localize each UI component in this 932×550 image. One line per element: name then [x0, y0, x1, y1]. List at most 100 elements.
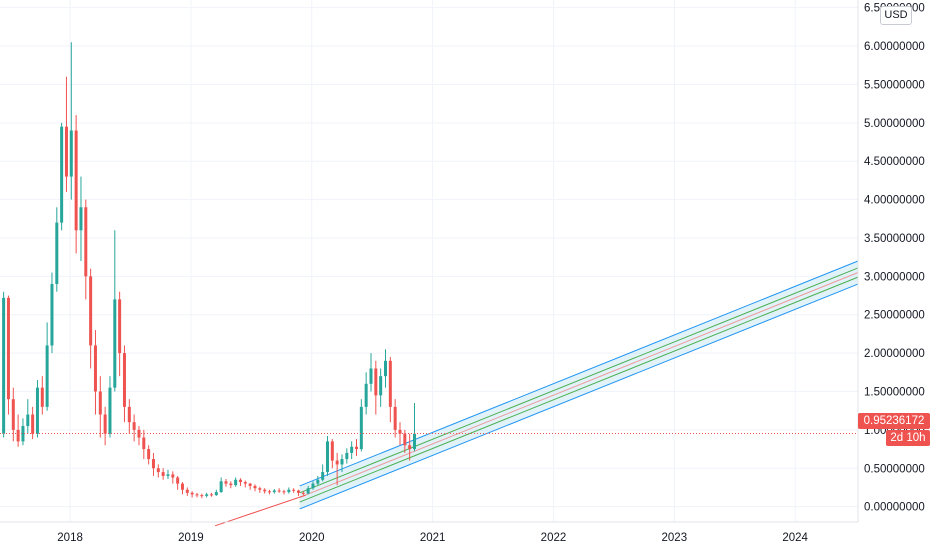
candle-body [171, 474, 175, 478]
candle-body [200, 495, 204, 497]
x-tick-label: 2022 [541, 532, 567, 544]
y-tick-label: 1.50000000 [864, 387, 925, 399]
candle-body [214, 492, 218, 496]
candle-body [412, 433, 416, 450]
candle-body [11, 399, 15, 430]
candle-body [292, 489, 296, 491]
trend-line[interactable] [214, 494, 306, 527]
candle-body [272, 490, 276, 493]
candle-body [142, 437, 146, 450]
candle-body [60, 126, 64, 223]
candle-body [311, 483, 315, 489]
candle-body [127, 406, 131, 423]
candle-body [345, 452, 349, 460]
candle-body [176, 477, 180, 484]
candle-body [238, 479, 242, 483]
candle-body [26, 414, 30, 427]
candle-body [306, 488, 310, 494]
channel-inner-lower-line [299, 276, 859, 503]
y-tick-label: 6.00000000 [864, 41, 925, 53]
candle-body [55, 222, 59, 285]
candle-body [301, 492, 305, 494]
candle-body [316, 479, 320, 484]
candle-body [403, 433, 407, 446]
candle-body [330, 441, 334, 461]
y-tick-label: 2.50000000 [864, 310, 925, 322]
candle-body [64, 126, 68, 177]
candle-body [147, 449, 151, 460]
candle-body [113, 299, 117, 388]
candle-body [103, 414, 107, 434]
candle-body [205, 494, 209, 496]
candle-body [219, 481, 223, 493]
channel-inner-upper-line [299, 267, 859, 494]
y-tick-label: 3.50000000 [864, 233, 925, 245]
candle-body [190, 492, 194, 495]
candle-body [369, 368, 373, 384]
candle-body [108, 387, 112, 434]
candle-body [253, 485, 257, 489]
regression-channel[interactable] [299, 260, 859, 510]
y-tick-label: 0.50000000 [864, 463, 925, 475]
candle-body [267, 491, 271, 493]
candle-body [340, 459, 344, 465]
candle-body [98, 391, 102, 415]
candle-body [185, 489, 189, 493]
candle-body [243, 482, 247, 484]
candle-body [21, 426, 25, 442]
candle-body [224, 481, 228, 484]
x-tick-label: 2023 [662, 532, 688, 544]
candle-body [89, 276, 93, 346]
candle-body [398, 429, 402, 434]
grid-lines [0, 0, 858, 522]
candle-body [359, 406, 363, 450]
candle-body [2, 297, 6, 434]
candle-body [354, 446, 358, 450]
y-tick-label: 0.00000000 [864, 502, 925, 514]
y-axis-ticks[interactable]: 0.000000000.500000001.000000001.50000000… [864, 3, 925, 514]
candle-body [151, 459, 155, 469]
candle-body [364, 383, 368, 407]
bar-countdown-label: 2d 10h [886, 430, 930, 446]
candle-body [393, 406, 397, 430]
y-tick-label: 5.50000000 [864, 79, 925, 91]
candle-body [350, 446, 354, 453]
currency-badge[interactable]: USD [880, 6, 912, 25]
candle-body [296, 490, 300, 493]
candle-body [84, 207, 88, 277]
candle-body [35, 387, 39, 434]
candle-body [161, 472, 165, 476]
candle-body [209, 494, 213, 496]
candle-body [388, 360, 392, 407]
candle-body [166, 474, 170, 476]
candle-body [118, 299, 122, 354]
y-tick-label: 3.00000000 [864, 271, 925, 283]
candle-body [383, 360, 387, 377]
x-tick-label: 2020 [299, 532, 325, 544]
candle-body [31, 414, 35, 434]
candle-body [229, 483, 233, 486]
trend-line-segment [214, 494, 306, 527]
x-tick-label: 2021 [420, 532, 446, 544]
candle-body [234, 479, 238, 486]
x-tick-label: 2018 [57, 532, 83, 544]
x-axis-ticks[interactable]: 2018 2019 2020 2021 2022 2023 2024 [57, 532, 808, 544]
candle-body [277, 490, 281, 492]
candle-body [321, 472, 325, 480]
channel-upper-line [299, 260, 859, 487]
candle-body [16, 429, 20, 442]
y-tick-label: 2.00000000 [864, 348, 925, 360]
candle-body [50, 284, 54, 346]
candle-body [379, 376, 383, 396]
candle-body [263, 489, 267, 492]
candle-body [325, 441, 329, 473]
candle-body [258, 488, 262, 490]
candle-body [195, 494, 199, 496]
candle-body [335, 460, 339, 465]
candle-body [40, 387, 44, 407]
candle-body [374, 368, 378, 396]
candle-body [282, 491, 286, 493]
candles [2, 42, 416, 499]
candle-body [45, 345, 49, 407]
